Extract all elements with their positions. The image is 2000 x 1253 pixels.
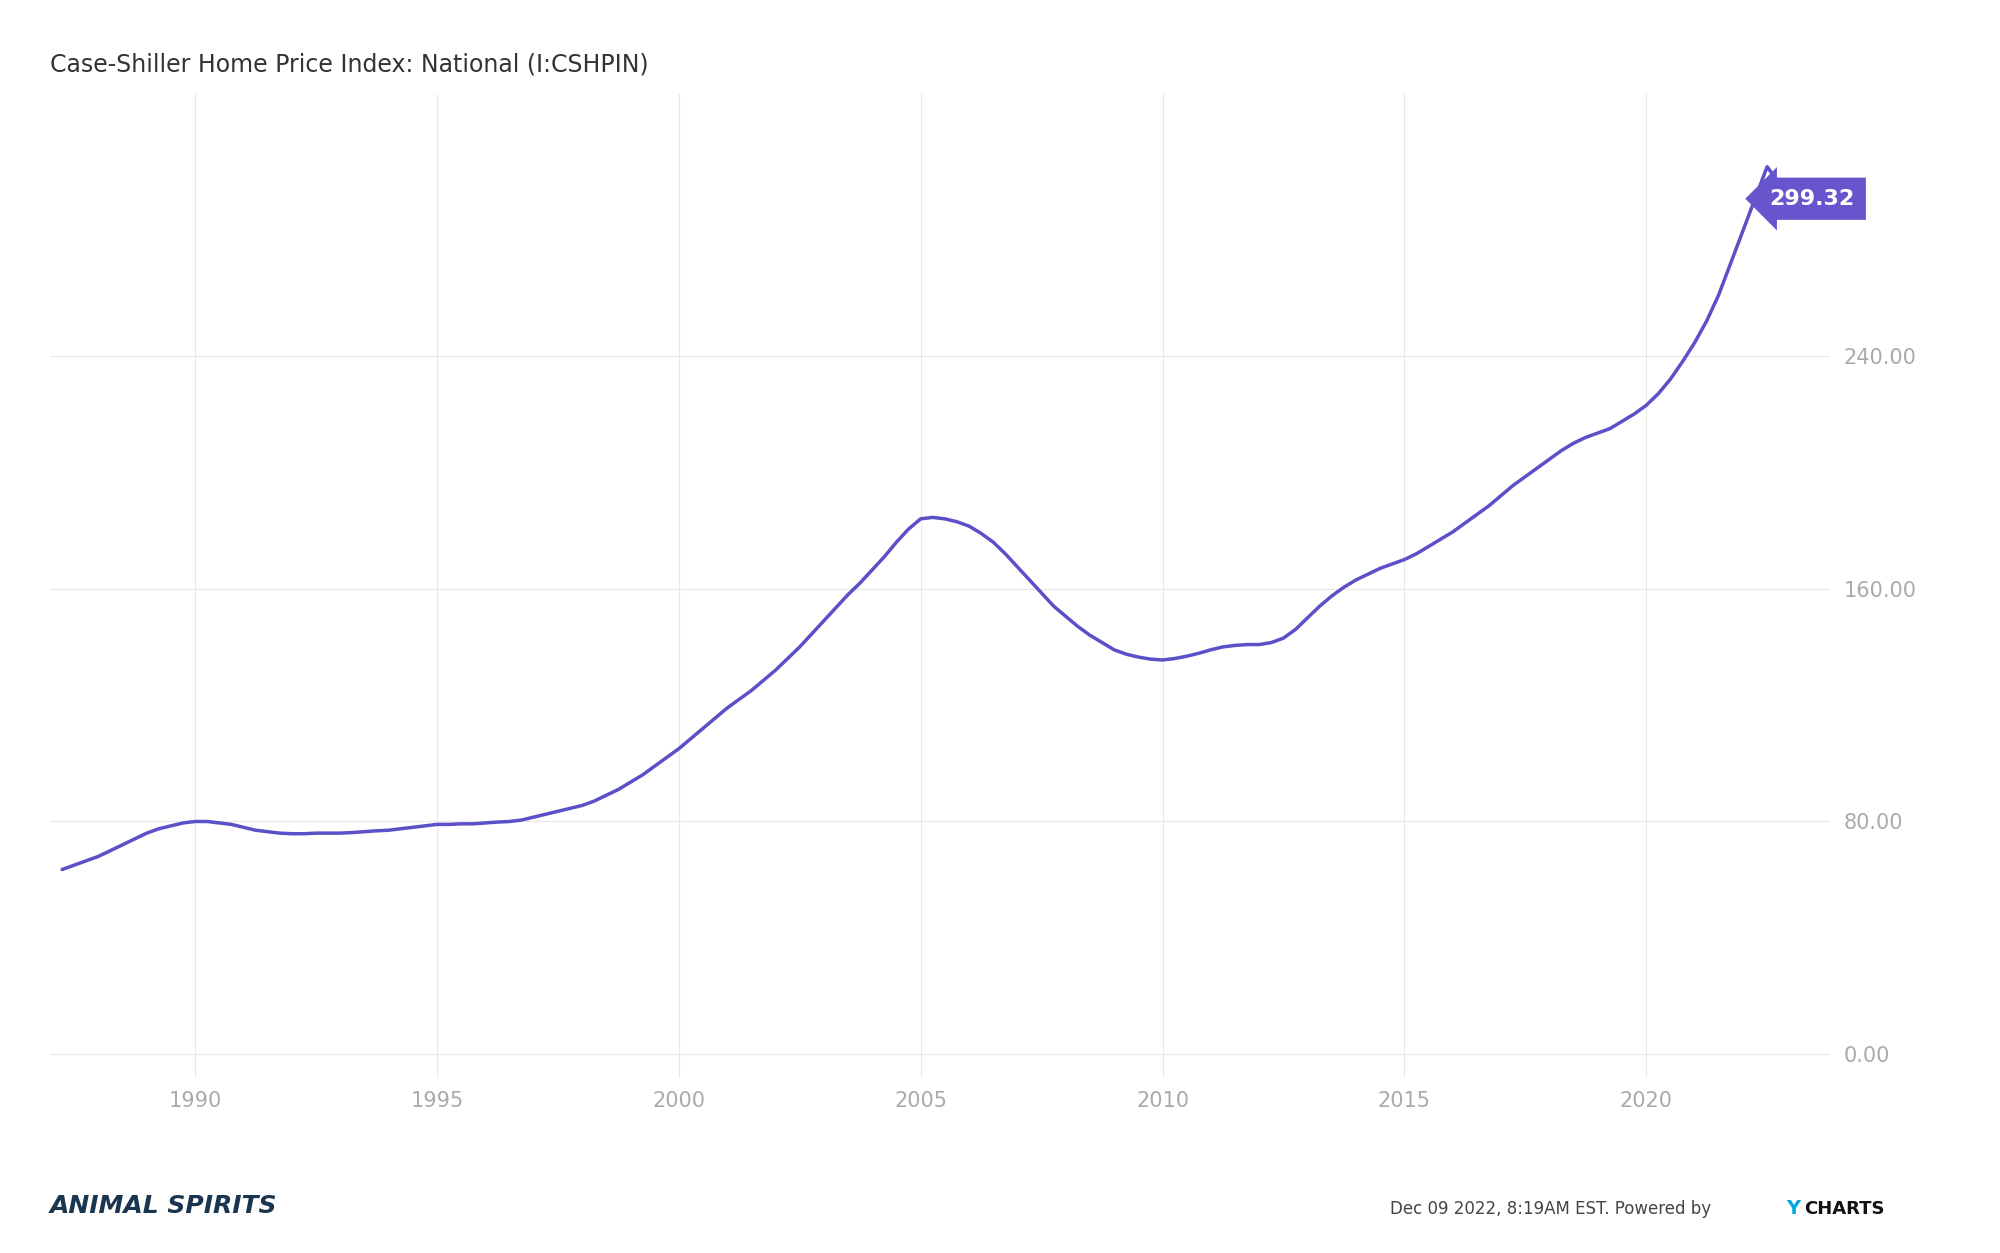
Text: ANIMAL SPIRITS: ANIMAL SPIRITS [50, 1194, 278, 1218]
Text: Y: Y [1786, 1199, 1800, 1218]
Text: Dec 09 2022, 8:19AM EST. Powered by: Dec 09 2022, 8:19AM EST. Powered by [1390, 1200, 1716, 1218]
Text: Case-Shiller Home Price Index: National (I:CSHPIN): Case-Shiller Home Price Index: National … [50, 53, 648, 76]
Text: CHARTS: CHARTS [1804, 1200, 1884, 1218]
Text: 299.32: 299.32 [1770, 189, 1854, 209]
